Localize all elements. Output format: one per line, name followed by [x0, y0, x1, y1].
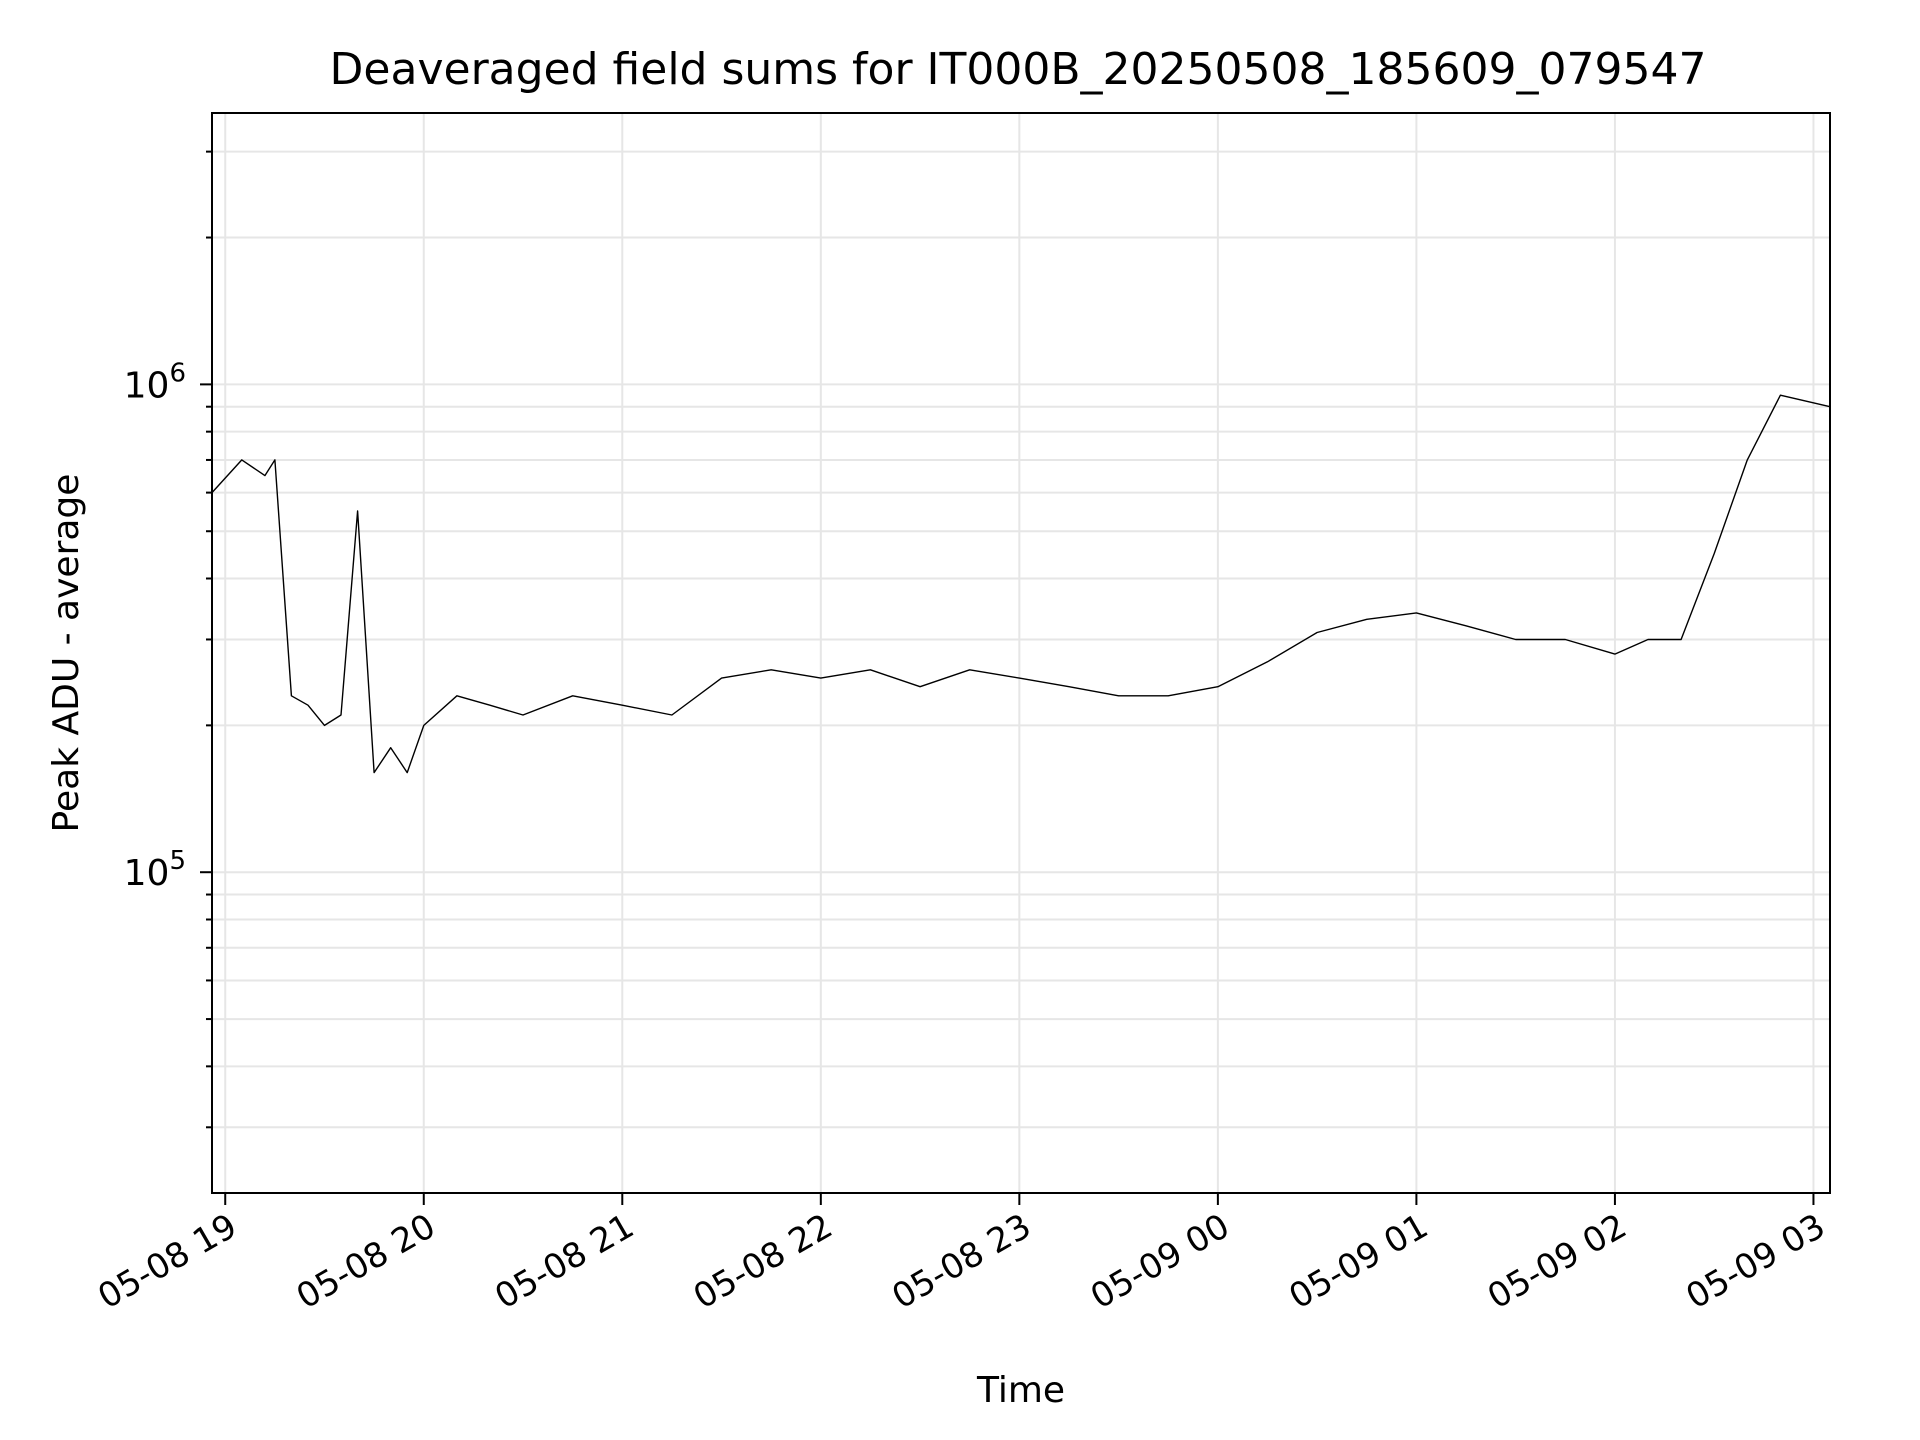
x-tick-label: 05-08 19 — [91, 1206, 243, 1317]
y-axis: 105 106 — [124, 150, 212, 1129]
chart-title: Deaveraged field sums for IT000B_2025050… — [330, 44, 1707, 95]
x-axis-label: Time — [976, 1370, 1065, 1411]
y-tick-label: 105 — [124, 846, 186, 894]
y-tick-label: 106 — [124, 358, 186, 406]
x-tick-label: 05-09 02 — [1481, 1206, 1633, 1317]
x-tick-label: 05-08 21 — [488, 1206, 640, 1317]
x-axis: 05-08 19 05-08 20 05-08 21 05-08 22 05-08 23… — [91, 1193, 1832, 1317]
y-axis-label: Peak ADU - average — [46, 474, 87, 833]
series-layer — [211, 394, 1831, 774]
x-tick-label: 05-08 23 — [885, 1206, 1037, 1317]
x-tick-label: 05-08 22 — [687, 1206, 839, 1317]
x-tick-label: 05-09 03 — [1680, 1206, 1832, 1317]
series-line — [211, 394, 1831, 774]
x-tick-label: 05-09 01 — [1283, 1206, 1435, 1317]
plot-area-frame — [211, 112, 1831, 1194]
grid-lines — [212, 113, 1830, 1193]
x-tick-label: 05-09 00 — [1084, 1206, 1236, 1317]
x-tick-label: 05-08 20 — [290, 1206, 442, 1317]
